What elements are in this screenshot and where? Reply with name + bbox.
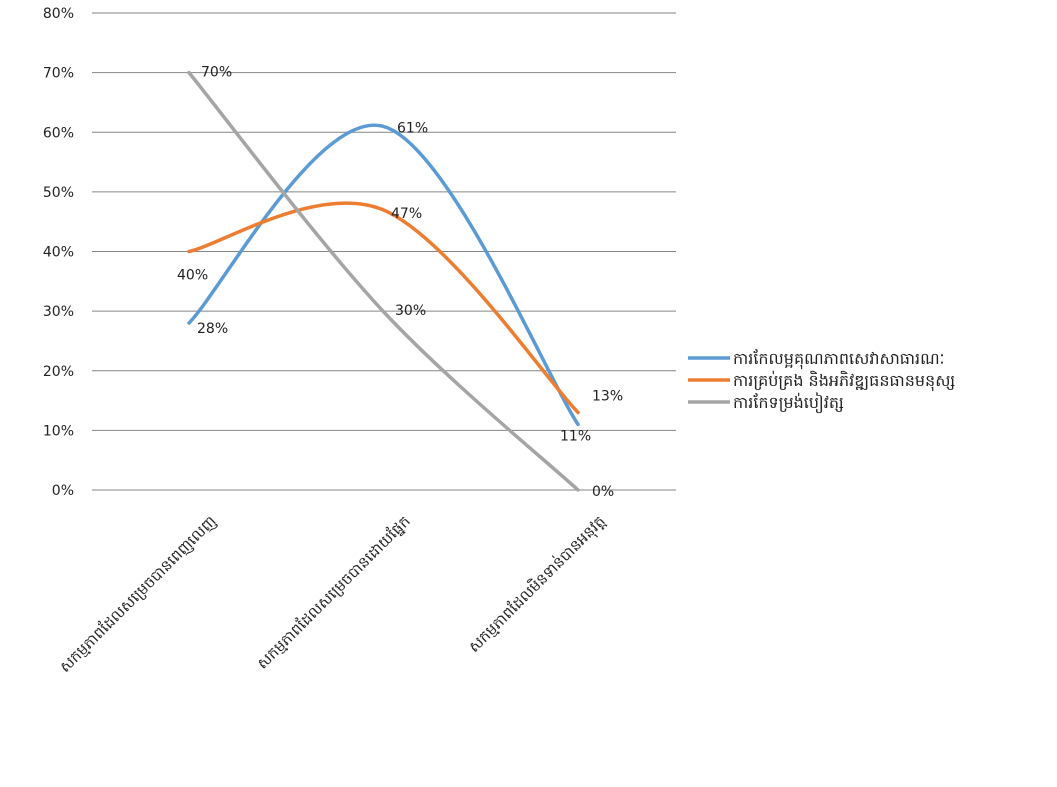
legend-label: ការកែទម្រង់បៀវត្ស — [733, 392, 844, 414]
y-tick-label: 0% — [52, 483, 74, 499]
y-tick-label: 40% — [43, 245, 74, 261]
y-tick-label: 30% — [43, 304, 74, 320]
y-tick-label: 20% — [43, 364, 74, 380]
series-line — [187, 201, 580, 415]
data-label: 11% — [560, 428, 591, 444]
x-category-label: សកម្មភាពដែលសម្រេចបានដោយផ្នែក — [253, 512, 414, 673]
y-tick-label: 80% — [43, 6, 74, 22]
data-label: 30% — [395, 303, 426, 319]
x-category-label: សកម្មភាពដែលសម្រេចបានពេញលេញ — [56, 512, 220, 676]
y-tick-label: 60% — [43, 125, 74, 141]
data-label: 0% — [592, 484, 614, 500]
y-tick-label: 50% — [43, 185, 74, 201]
series-line — [187, 70, 580, 492]
legend-label: ការកែលម្អគុណភាពសេវាសាធារណៈ — [733, 349, 945, 370]
series-lines — [187, 70, 580, 492]
data-label: 13% — [592, 388, 623, 404]
data-label: 47% — [391, 206, 422, 222]
data-label: 61% — [397, 120, 428, 136]
data-label: 40% — [177, 268, 208, 284]
x-category-label: សកម្មភាពដែលមិនទាន់បានអនុវត្ត — [464, 511, 609, 656]
data-labels: 28% 61% 11% 40% 47% 13% 70% 30% 0% — [177, 65, 623, 500]
y-tick-label: 70% — [43, 66, 74, 82]
y-tick-label: 10% — [43, 423, 74, 439]
gridlines — [92, 12, 676, 491]
legend-label: ការគ្រប់គ្រង និងអភិវឌ្ឍធនធានមនុស្ស — [733, 370, 955, 392]
series-line — [187, 123, 580, 427]
data-label: 28% — [197, 321, 228, 337]
data-label: 70% — [201, 65, 232, 81]
x-axis-categories: សកម្មភាពដែលសម្រេចបានពេញលេញ សកម្មភាពដែលសម្… — [56, 511, 610, 676]
y-axis-ticks: 0% 10% 20% 30% 40% 50% 60% 70% 80% — [43, 6, 74, 499]
legend: ការកែលម្អគុណភាពសេវាសាធារណៈការគ្រប់គ្រង ន… — [688, 349, 955, 414]
